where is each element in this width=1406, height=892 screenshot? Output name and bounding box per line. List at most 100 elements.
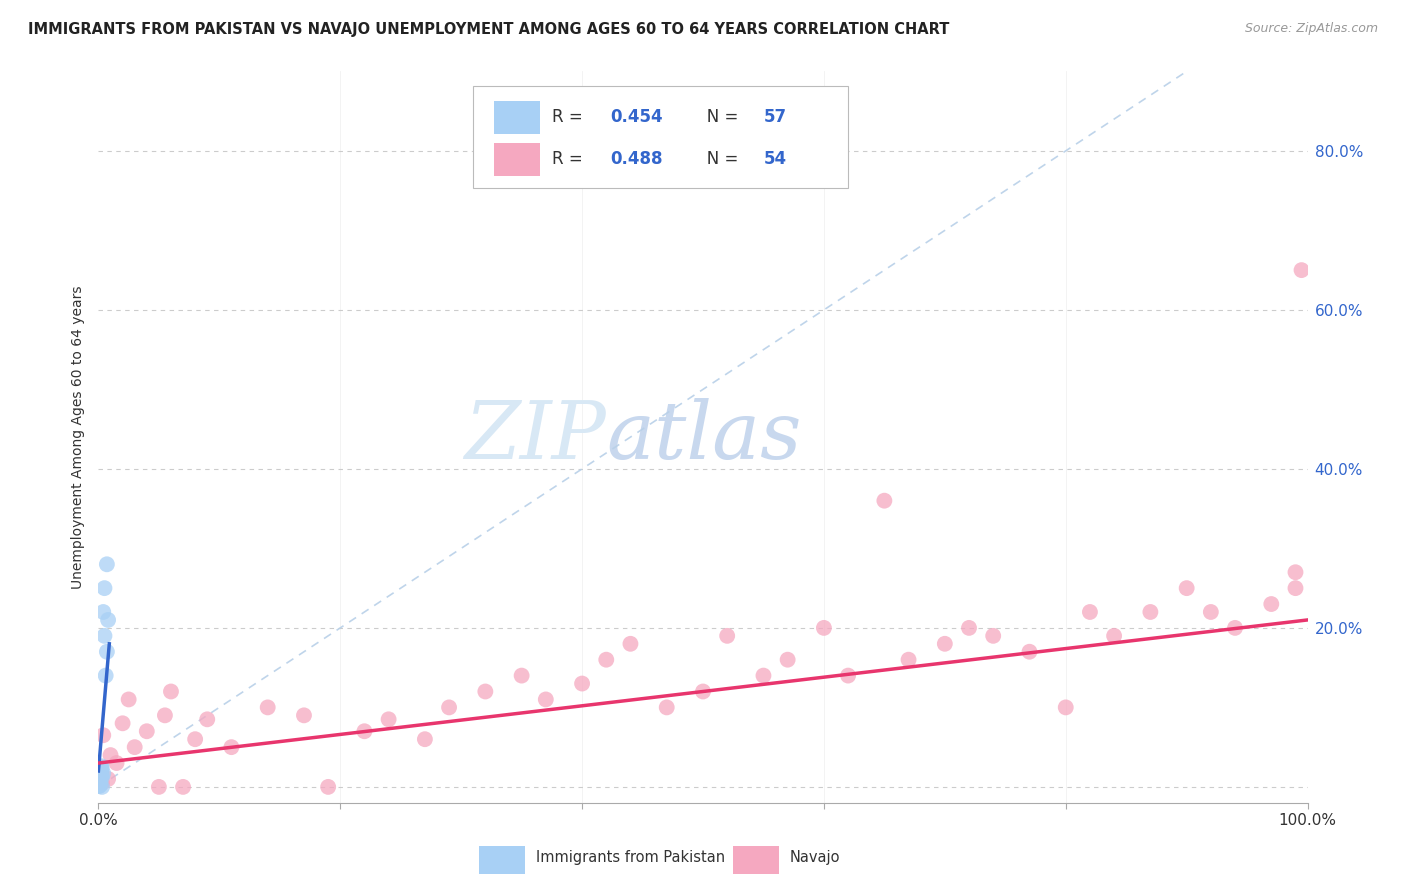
Bar (494, 101, 540, 134)
Point (153, 708, 176, 723)
Point (172, 780, 194, 794)
Point (89, 774, 111, 789)
Text: Source: ZipAtlas.com: Source: ZipAtlas.com (1244, 22, 1378, 36)
Point (89, 772, 111, 787)
Point (89, 770, 111, 784)
Point (752, 668, 775, 682)
Point (1078, 605, 1101, 619)
Point (91, 780, 114, 794)
Point (89, 774, 111, 789)
Point (89, 772, 111, 787)
Point (89, 772, 111, 786)
Bar (479, 846, 526, 874)
Text: atlas: atlas (606, 399, 801, 475)
Point (148, 780, 170, 794)
Point (90, 763, 112, 777)
Point (111, 716, 134, 731)
Point (87, 779, 110, 793)
Y-axis label: Unemployment Among Ages 60 to 64 years: Unemployment Among Ages 60 to 64 years (72, 285, 86, 589)
Point (89, 760, 111, 774)
Point (87, 778, 110, 792)
Point (93, 629, 115, 643)
Point (256, 700, 278, 714)
Text: N =: N = (690, 150, 744, 168)
Point (184, 732, 207, 747)
Point (89, 764, 111, 778)
Point (87, 777, 110, 791)
Point (89, 774, 111, 789)
Point (97, 772, 120, 786)
Point (1139, 605, 1161, 619)
Point (534, 692, 557, 706)
Point (90, 761, 112, 775)
Point (89, 773, 111, 788)
Point (377, 712, 399, 726)
Point (91, 770, 114, 784)
Point (1284, 566, 1306, 580)
Point (89, 770, 111, 784)
Point (97, 613, 120, 627)
Point (413, 732, 436, 747)
Point (776, 653, 799, 667)
Point (87, 778, 110, 792)
Point (1102, 629, 1125, 643)
Point (1223, 621, 1246, 635)
Point (89, 776, 111, 790)
Point (1284, 581, 1306, 595)
Point (94, 668, 117, 682)
Point (87, 778, 110, 792)
Point (571, 676, 593, 690)
Point (90, 770, 112, 784)
Point (692, 684, 714, 698)
Point (90, 762, 112, 776)
Point (89, 771, 111, 785)
Point (90, 768, 112, 782)
Point (124, 740, 146, 755)
Point (957, 621, 980, 635)
Point (105, 756, 128, 770)
Text: Navajo: Navajo (790, 850, 841, 865)
Text: 0.488: 0.488 (610, 150, 662, 168)
Text: IMMIGRANTS FROM PAKISTAN VS NAVAJO UNEMPLOYMENT AMONG AGES 60 TO 64 YEARS CORREL: IMMIGRANTS FROM PAKISTAN VS NAVAJO UNEMP… (28, 22, 949, 37)
Point (897, 653, 920, 667)
Point (89, 770, 111, 784)
Point (93, 581, 115, 595)
Point (89, 776, 111, 790)
Point (89, 773, 111, 788)
Point (316, 780, 339, 794)
Text: 57: 57 (763, 109, 786, 127)
Point (91, 776, 114, 790)
Point (96, 558, 118, 572)
Point (90, 765, 112, 780)
Point (89, 771, 111, 785)
Point (981, 629, 1004, 643)
Point (510, 668, 533, 682)
Point (89, 775, 111, 789)
Point (89, 768, 111, 782)
Point (1018, 645, 1040, 659)
Point (716, 629, 738, 643)
Point (89, 772, 111, 787)
Text: 54: 54 (763, 150, 786, 168)
Point (934, 637, 956, 651)
Point (90, 768, 112, 782)
Point (595, 653, 617, 667)
Point (91, 605, 114, 619)
Point (619, 637, 641, 651)
Point (353, 724, 375, 739)
Text: N =: N = (690, 109, 744, 127)
Point (89, 775, 111, 789)
Point (1199, 605, 1222, 619)
Point (96, 645, 118, 659)
Point (89, 778, 111, 792)
Point (89, 773, 111, 788)
Point (90, 759, 112, 773)
Point (89, 774, 111, 789)
Point (292, 708, 315, 723)
Point (655, 700, 678, 714)
Point (118, 692, 141, 706)
Point (474, 684, 496, 698)
Point (100, 748, 122, 763)
Point (1291, 263, 1313, 277)
Point (91, 766, 114, 780)
